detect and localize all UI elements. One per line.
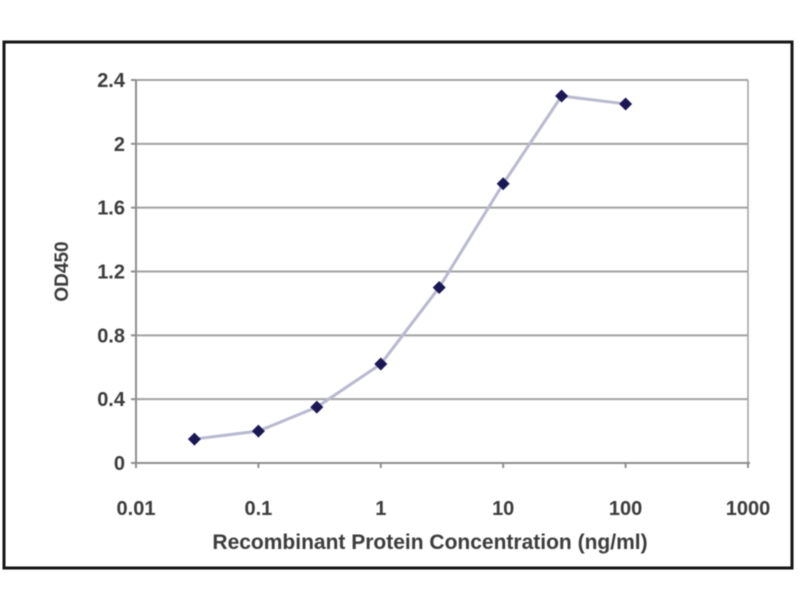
y-axis-title: OD450: [52, 241, 73, 301]
data-point-marker: [619, 97, 633, 111]
x-tick-label: 100: [609, 498, 642, 520]
y-tick-label: 2: [114, 134, 125, 156]
y-tick-label: 1.2: [97, 262, 125, 284]
x-axis-title: Recombinant Protein Concentration (ng/ml…: [212, 531, 647, 554]
data-point-marker: [374, 357, 388, 371]
data-point-marker: [555, 89, 569, 103]
data-point-marker: [187, 432, 201, 446]
x-tick-label: 1000: [726, 498, 771, 520]
x-tick-label: 0.1: [244, 498, 272, 520]
x-tick-label: 1: [375, 498, 386, 520]
y-tick-label: 1.6: [97, 198, 125, 220]
y-tick-label: 2.4: [97, 70, 126, 92]
y-tick-label: 0.4: [97, 389, 126, 411]
y-tick-label: 0: [114, 453, 125, 475]
series-line: [192, 94, 628, 441]
x-tick-label: 0.01: [117, 498, 156, 520]
data-point-marker: [432, 280, 446, 294]
data-point-marker: [496, 177, 510, 191]
data-point-marker: [251, 424, 265, 438]
y-tick-label: 0.8: [97, 325, 125, 347]
data-point-marker: [310, 400, 324, 414]
x-tick-label: 10: [492, 498, 514, 520]
figure-frame: [2, 40, 794, 570]
